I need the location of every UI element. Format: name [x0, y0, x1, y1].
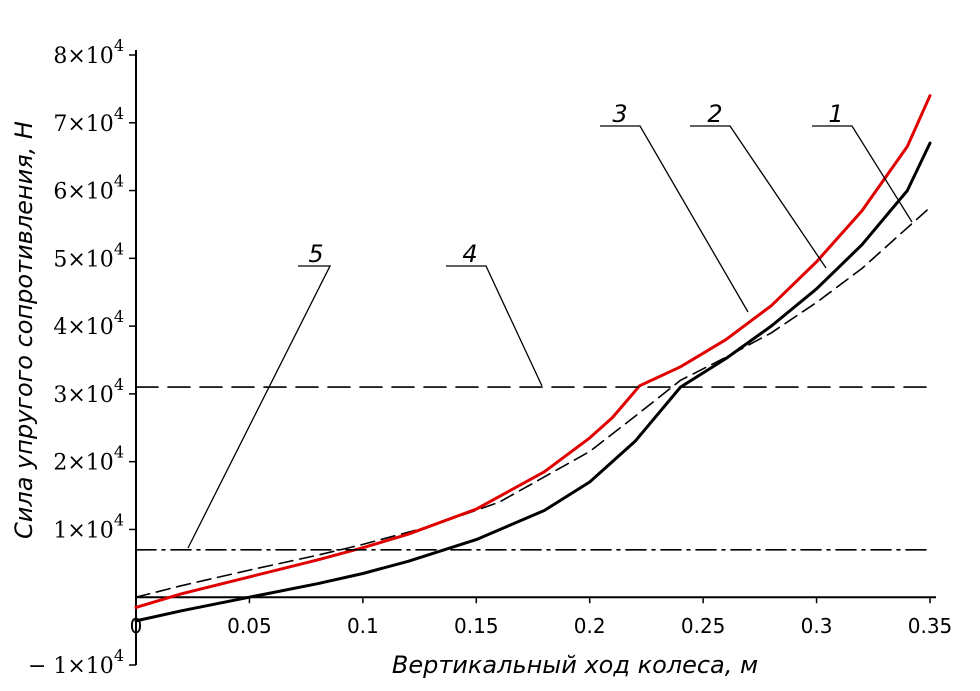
callout-leader-4 — [446, 265, 543, 387]
x-tick-label: 0.25 — [681, 614, 726, 638]
y-tick-label: 5×104 — [53, 239, 124, 272]
x-tick-label: 0.2 — [574, 614, 606, 638]
callouts: 1 2 3 4 5 — [187, 100, 913, 549]
series-line-3 — [134, 94, 932, 609]
callout-leader-1 — [812, 125, 913, 223]
x-tick-label: 0.1 — [347, 614, 379, 638]
series-layer — [134, 94, 932, 623]
series-line-2 — [134, 141, 932, 623]
y-tick-label: 3×104 — [53, 375, 124, 408]
y-tick-label: 7×104 — [53, 104, 124, 137]
x-tick-label: 0.3 — [801, 614, 833, 638]
x-tick-label: 0.35 — [908, 614, 953, 638]
x-tick-label: 0 — [130, 614, 143, 638]
series-line-1 — [135, 206, 931, 599]
y-tick-label: 8×104 — [53, 36, 124, 69]
x-tick-label: 0.15 — [454, 614, 499, 638]
callout-label-3: 3 — [612, 100, 627, 128]
callout-leader-5 — [187, 265, 332, 549]
x-axis-title: Вертикальный ход колеса, м — [392, 651, 758, 679]
callout-label-4: 4 — [462, 240, 477, 268]
y-tick-label: 1×104 — [53, 510, 124, 543]
callout-leader-2 — [690, 125, 827, 269]
y-tick-label: 6×104 — [53, 172, 124, 205]
axes — [129, 50, 936, 666]
tick-labels: 0 0.05 0.1 0.15 0.2 0.25 0.3 0.35 − 1×104 1×104 2×… — [28, 36, 952, 679]
x-tick-label: 0.05 — [227, 614, 272, 638]
y-tick-label: − 1×104 — [28, 646, 124, 679]
y-tick-label: 2×104 — [53, 443, 124, 476]
y-axis-title: Сила упругого сопротивления, Н — [10, 121, 38, 539]
callout-leader-3 — [600, 125, 749, 313]
y-tick-label: 4×104 — [53, 307, 124, 340]
callout-label-5: 5 — [308, 240, 323, 268]
callout-label-1: 1 — [828, 100, 843, 128]
callout-label-2: 2 — [707, 100, 722, 128]
